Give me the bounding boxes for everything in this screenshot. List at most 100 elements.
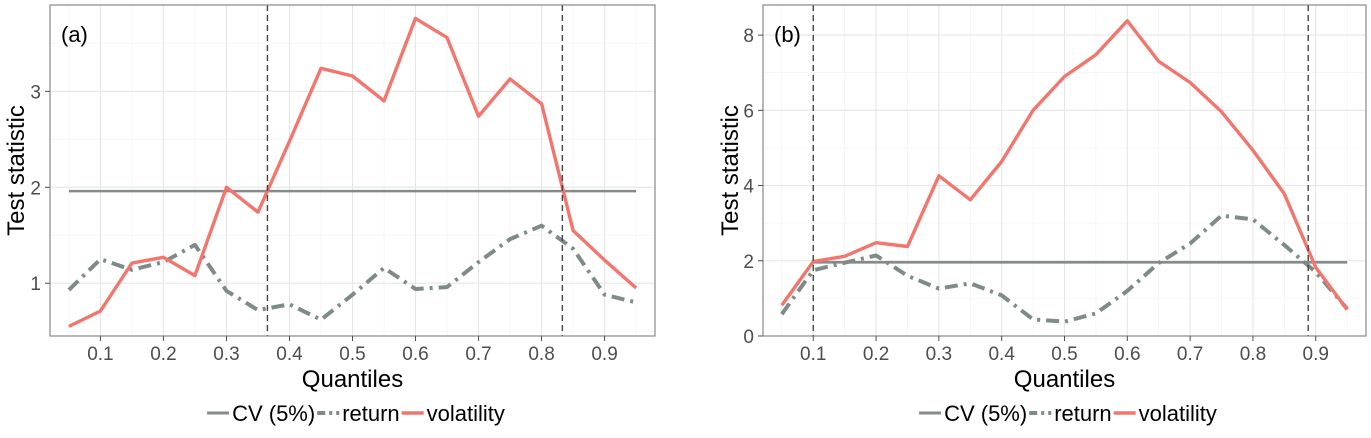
series-volatility-point bbox=[970, 199, 971, 200]
series-volatility-point bbox=[938, 175, 939, 176]
series-volatility-point bbox=[415, 18, 416, 19]
series-return-point bbox=[446, 286, 447, 287]
series-volatility-point bbox=[446, 37, 447, 38]
series-return-point bbox=[844, 262, 845, 263]
series-return-point bbox=[352, 294, 353, 295]
x-tick-label: 0.6 bbox=[1114, 344, 1140, 365]
series-return-point bbox=[604, 294, 605, 295]
panel-label: (a) bbox=[61, 22, 88, 47]
series-return-point bbox=[1001, 295, 1002, 296]
series-return-point bbox=[226, 290, 227, 291]
x-tick-label: 0.7 bbox=[1177, 344, 1203, 365]
series-return-point bbox=[289, 304, 290, 305]
x-tick-label: 0.2 bbox=[150, 344, 176, 365]
series-return-point bbox=[1190, 243, 1191, 244]
y-tick-label: 4 bbox=[743, 177, 754, 198]
y-tick-label: 1 bbox=[30, 274, 41, 295]
series-return-point bbox=[970, 283, 971, 284]
series-volatility-line bbox=[68, 16, 638, 328]
y-tick-label: 6 bbox=[743, 101, 754, 122]
series-return-point bbox=[1127, 290, 1128, 291]
series-return-point bbox=[383, 267, 384, 268]
series-volatility-point bbox=[1190, 82, 1191, 83]
series-return-point bbox=[1315, 271, 1316, 272]
x-tick-label: 0.4 bbox=[988, 344, 1015, 365]
legend-label-cv: CV (5%) bbox=[944, 401, 1027, 426]
legend-label-volatility: volatility bbox=[1139, 401, 1217, 426]
series-volatility-point bbox=[604, 260, 605, 261]
series-volatility-point bbox=[1158, 61, 1159, 62]
x-tick-label: 0.9 bbox=[1303, 344, 1329, 365]
x-tick-label: 0.6 bbox=[402, 344, 428, 365]
y-axis-title: Test statistic bbox=[717, 105, 744, 236]
x-axis-title: Quantiles bbox=[302, 366, 403, 393]
x-axis-title: Quantiles bbox=[1014, 366, 1115, 393]
series-return-point bbox=[1284, 244, 1285, 245]
series-return-point bbox=[1252, 219, 1253, 220]
series-volatility-point bbox=[131, 262, 132, 263]
x-tick-label: 0.8 bbox=[1240, 344, 1266, 365]
panel-label: (b) bbox=[774, 22, 801, 47]
y-tick-label: 3 bbox=[30, 82, 41, 103]
series-return-point bbox=[194, 244, 195, 245]
series-return-point bbox=[572, 248, 573, 249]
x-tick-label: 0.3 bbox=[213, 344, 239, 365]
panel-a: 0.1 0.2 0.3 0.4 0.5 0.6 0.7 0.8 0.9 1 2 3 Quantiles T… bbox=[3, 4, 656, 393]
series-volatility-point bbox=[352, 75, 353, 76]
series-volatility-point bbox=[100, 310, 101, 311]
series-return-point bbox=[1064, 321, 1065, 322]
series-volatility-point bbox=[226, 187, 227, 188]
series-return-point bbox=[938, 288, 939, 289]
series-return-point bbox=[1095, 313, 1096, 314]
x-tick-label: 0.1 bbox=[800, 344, 826, 365]
series-return-point bbox=[1032, 319, 1033, 320]
series-volatility-point bbox=[541, 103, 542, 104]
legend-label-return: return bbox=[342, 401, 399, 426]
panel-b: 0.1 0.2 0.3 0.4 0.5 0.6 0.7 0.8 0.9 0 2 4 6 8 Quantile… bbox=[717, 4, 1367, 393]
series-volatility-point bbox=[163, 257, 164, 258]
series-return-line bbox=[780, 213, 1349, 324]
series-volatility-point bbox=[320, 68, 321, 69]
series-volatility-point bbox=[1001, 161, 1002, 162]
series-volatility-point bbox=[194, 275, 195, 276]
series-volatility-point bbox=[68, 326, 69, 327]
series-volatility-point bbox=[1221, 111, 1222, 112]
series-volatility-point bbox=[844, 256, 845, 257]
legend-label-volatility: volatility bbox=[427, 401, 505, 426]
series-return-point bbox=[68, 289, 69, 290]
series-return-point bbox=[541, 225, 542, 226]
y-tick-label: 2 bbox=[743, 252, 754, 273]
series-volatility-point bbox=[1032, 110, 1033, 111]
x-tick-label: 0.4 bbox=[276, 344, 303, 365]
series-volatility-point bbox=[813, 261, 814, 262]
x-tick-label: 0.5 bbox=[339, 344, 365, 365]
series-volatility-point bbox=[509, 78, 510, 79]
series-return-point bbox=[257, 309, 258, 310]
series-volatility-point bbox=[1347, 309, 1348, 310]
series-return-point bbox=[509, 238, 510, 239]
legend-label-return: return bbox=[1054, 401, 1111, 426]
legend-b: CV (5%) return volatility bbox=[919, 401, 1217, 426]
series-return-point bbox=[907, 275, 908, 276]
series-return-line bbox=[67, 223, 637, 322]
series-return-point bbox=[1158, 262, 1159, 263]
series-return-point bbox=[781, 314, 782, 315]
series-volatility-point bbox=[478, 116, 479, 117]
series-volatility-point bbox=[289, 141, 290, 142]
series-return-point bbox=[478, 262, 479, 263]
series-volatility-point bbox=[257, 212, 258, 213]
series-return-point bbox=[635, 302, 636, 303]
series-volatility-point bbox=[875, 242, 876, 243]
y-axis-title: Test statistic bbox=[3, 105, 30, 236]
series-volatility-point bbox=[781, 305, 782, 306]
series-volatility-point bbox=[1095, 54, 1096, 55]
x-tick-label: 0.8 bbox=[528, 344, 554, 365]
series-return-point bbox=[320, 319, 321, 320]
x-tick-label: 0.7 bbox=[465, 344, 491, 365]
series-volatility-point bbox=[1252, 150, 1253, 151]
series-volatility-point bbox=[383, 100, 384, 101]
x-tick-label: 0.1 bbox=[87, 344, 113, 365]
series-volatility-point bbox=[1064, 76, 1065, 77]
series-return-point bbox=[415, 288, 416, 289]
series-volatility-point bbox=[635, 287, 636, 288]
